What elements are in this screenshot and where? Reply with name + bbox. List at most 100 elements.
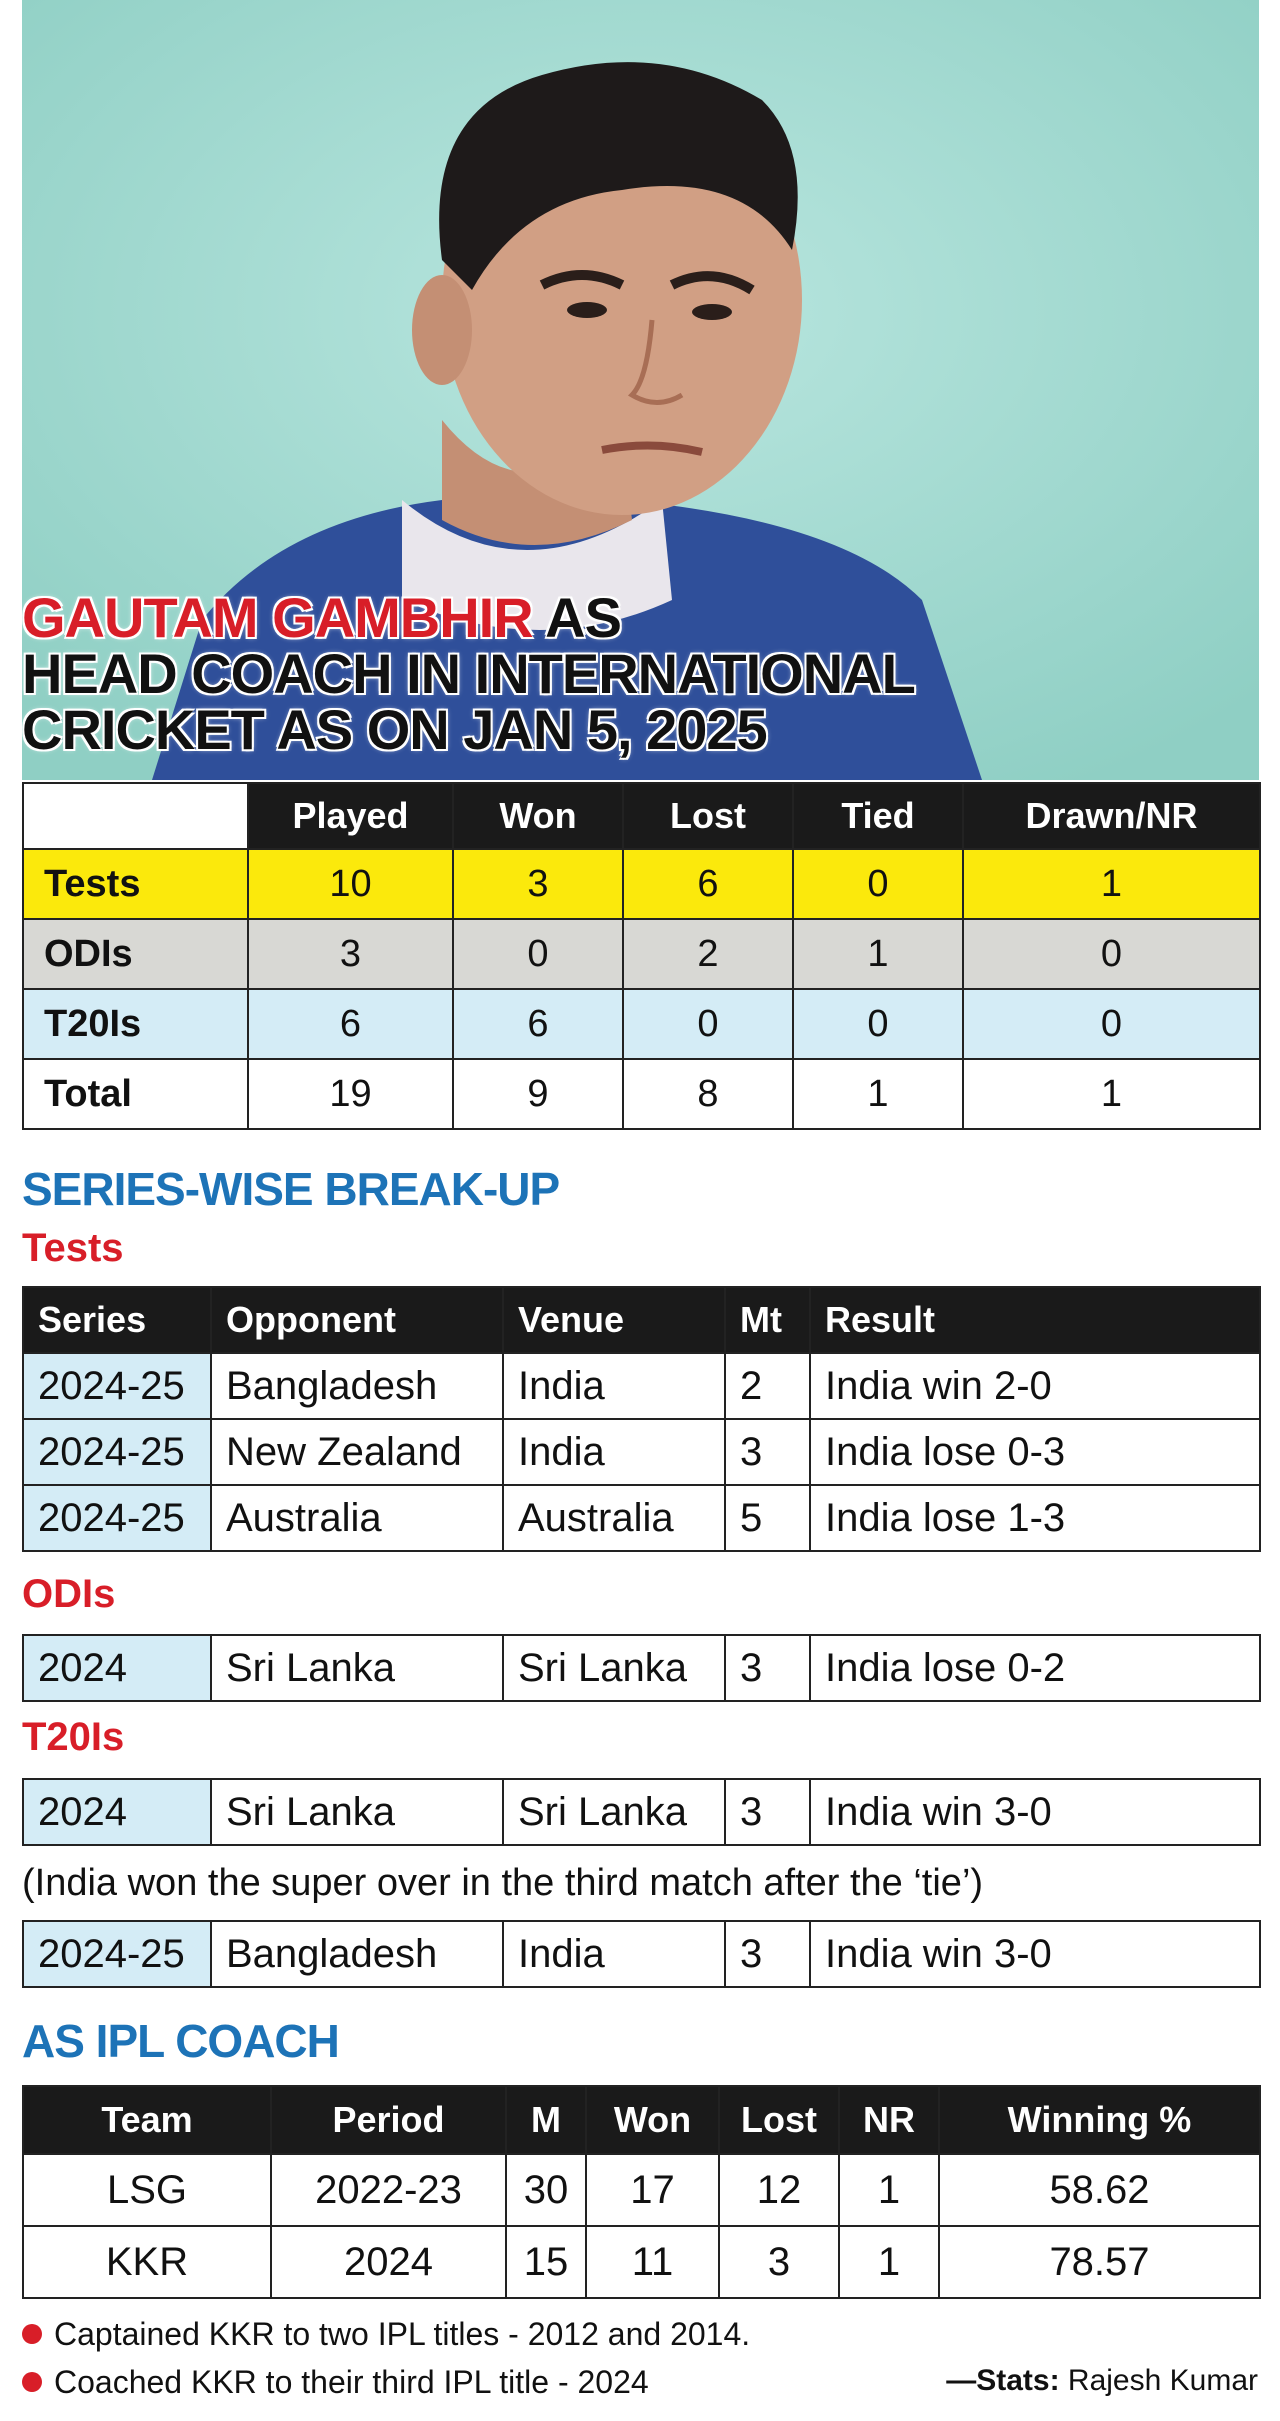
summary-row-t20is: T20Is 6 6 0 0 0 bbox=[22, 988, 1261, 1060]
summary-table: Played Won Lost Tied Drawn/NR Tests 10 3… bbox=[22, 782, 1261, 1130]
summary-row-label: Tests bbox=[22, 848, 249, 920]
ipl-cell: 1 bbox=[838, 2153, 940, 2227]
summary-cell: 0 bbox=[962, 988, 1261, 1060]
summary-header-tied: Tied bbox=[792, 782, 964, 850]
ipl-cell: 2022-23 bbox=[270, 2153, 507, 2227]
series-opponent: Bangladesh bbox=[210, 1920, 504, 1988]
series-mt: 3 bbox=[724, 1634, 811, 1702]
summary-cell: 19 bbox=[247, 1058, 454, 1130]
tests-series-table: Series Opponent Venue Mt Result 2024-25 … bbox=[22, 1286, 1261, 1552]
header-series: Series bbox=[22, 1286, 212, 1354]
header-mt: Mt bbox=[724, 1286, 811, 1354]
ipl-header-m: M bbox=[505, 2085, 587, 2155]
series-opponent: Bangladesh bbox=[210, 1352, 504, 1420]
series-venue: India bbox=[502, 1418, 726, 1486]
summary-cell: 0 bbox=[452, 918, 624, 990]
series-opponent: New Zealand bbox=[210, 1418, 504, 1486]
table-row: 2024 Sri Lanka Sri Lanka 3 India win 3-0 bbox=[22, 1778, 1261, 1846]
series-section-title: SERIES-WISE BREAK-UP bbox=[22, 1163, 560, 1215]
ipl-header-lost: Lost bbox=[718, 2085, 840, 2155]
credit-name: Rajesh Kumar bbox=[1059, 2364, 1258, 2397]
summary-header-blank bbox=[22, 782, 249, 850]
headline-name: GAUTAM GAMBHIR bbox=[22, 586, 534, 649]
series-year: 2024-25 bbox=[22, 1352, 212, 1420]
summary-cell: 9 bbox=[452, 1058, 624, 1130]
ipl-table: Team Period M Won Lost NR Winning % LSG … bbox=[22, 2085, 1261, 2299]
summary-row-odis: ODIs 3 0 2 1 0 bbox=[22, 918, 1261, 990]
footnote-text: Coached KKR to their third IPL title - 2… bbox=[54, 2364, 649, 2400]
odis-series-table: 2024 Sri Lanka Sri Lanka 3 India lose 0-… bbox=[22, 1634, 1261, 1702]
tests-subtitle: Tests bbox=[22, 1226, 124, 1270]
series-year: 2024-25 bbox=[22, 1484, 212, 1552]
table-row: KKR 2024 15 11 3 1 78.57 bbox=[22, 2225, 1261, 2299]
table-row: 2024-25 Bangladesh India 3 India win 3-0 bbox=[22, 1920, 1261, 1988]
ipl-header-row: Team Period M Won Lost NR Winning % bbox=[22, 2085, 1261, 2155]
series-opponent: Sri Lanka bbox=[210, 1778, 504, 1846]
ipl-header-won: Won bbox=[585, 2085, 720, 2155]
tests-header-row: Series Opponent Venue Mt Result bbox=[22, 1286, 1261, 1354]
t20is-series-table-2: 2024-25 Bangladesh India 3 India win 3-0 bbox=[22, 1920, 1261, 1988]
super-over-note: (India won the super over in the third m… bbox=[22, 1862, 984, 1904]
summary-cell: 3 bbox=[247, 918, 454, 990]
summary-cell: 0 bbox=[962, 918, 1261, 990]
series-venue: Australia bbox=[502, 1484, 726, 1552]
summary-cell: 6 bbox=[452, 988, 624, 1060]
series-mt: 3 bbox=[724, 1778, 811, 1846]
series-result: India lose 0-2 bbox=[809, 1634, 1261, 1702]
ipl-header-team: Team bbox=[22, 2085, 272, 2155]
hero-photo-area: GAUTAM GAMBHIR AS HEAD COACH IN INTERNAT… bbox=[22, 0, 1259, 780]
summary-row-label: ODIs bbox=[22, 918, 249, 990]
series-mt: 2 bbox=[724, 1352, 811, 1420]
series-result: India lose 0-3 bbox=[809, 1418, 1261, 1486]
summary-cell: 1 bbox=[962, 848, 1261, 920]
odis-subtitle: ODIs bbox=[22, 1572, 116, 1616]
header-venue: Venue bbox=[502, 1286, 726, 1354]
ipl-cell: 11 bbox=[585, 2225, 720, 2299]
ipl-cell: 1 bbox=[838, 2225, 940, 2299]
headline-line-1-rest: AS bbox=[532, 586, 622, 649]
summary-cell: 0 bbox=[622, 988, 794, 1060]
table-row: LSG 2022-23 30 17 12 1 58.62 bbox=[22, 2153, 1261, 2227]
summary-cell: 6 bbox=[622, 848, 794, 920]
ipl-section-title: AS IPL COACH bbox=[22, 2015, 340, 2067]
summary-row-label: Total bbox=[22, 1058, 249, 1130]
ipl-header-period: Period bbox=[270, 2085, 507, 2155]
ipl-cell: 3 bbox=[718, 2225, 840, 2299]
series-result: India win 3-0 bbox=[809, 1920, 1261, 1988]
ipl-cell: KKR bbox=[22, 2225, 272, 2299]
summary-cell: 3 bbox=[452, 848, 624, 920]
ipl-cell: 2024 bbox=[270, 2225, 507, 2299]
ipl-cell: 17 bbox=[585, 2153, 720, 2227]
summary-header-row: Played Won Lost Tied Drawn/NR bbox=[22, 782, 1261, 850]
headline-line-3: CRICKET AS ON JAN 5, 2025 bbox=[22, 698, 768, 761]
bullet-dot-icon bbox=[22, 2323, 42, 2344]
series-result: India lose 1-3 bbox=[809, 1484, 1261, 1552]
summary-row-tests: Tests 10 3 6 0 1 bbox=[22, 848, 1261, 920]
ipl-cell: 58.62 bbox=[938, 2153, 1261, 2227]
series-mt: 3 bbox=[724, 1920, 811, 1988]
bullet-dot-icon bbox=[22, 2371, 42, 2392]
credit-prefix: —Stats: bbox=[946, 2364, 1060, 2397]
table-row: 2024-25 New Zealand India 3 India lose 0… bbox=[22, 1418, 1261, 1486]
summary-cell: 1 bbox=[792, 918, 964, 990]
ipl-cell: 15 bbox=[505, 2225, 587, 2299]
footnote-item: Coached KKR to their third IPL title - 2… bbox=[22, 2358, 750, 2406]
t20is-subtitle: T20Is bbox=[22, 1715, 125, 1759]
table-row: 2024-25 Bangladesh India 2 India win 2-0 bbox=[22, 1352, 1261, 1420]
header-result: Result bbox=[809, 1286, 1261, 1354]
stats-credit: —Stats: Rajesh Kumar bbox=[946, 2364, 1258, 2398]
summary-row-total: Total 19 9 8 1 1 bbox=[22, 1058, 1261, 1130]
table-row: 2024-25 Australia Australia 5 India lose… bbox=[22, 1484, 1261, 1552]
series-venue: India bbox=[502, 1920, 726, 1988]
summary-cell: 1 bbox=[962, 1058, 1261, 1130]
footnote-item: Captained KKR to two IPL titles - 2012 a… bbox=[22, 2310, 750, 2358]
summary-cell: 6 bbox=[247, 988, 454, 1060]
series-venue: Sri Lanka bbox=[502, 1778, 726, 1846]
ipl-cell: 30 bbox=[505, 2153, 587, 2227]
summary-row-label: T20Is bbox=[22, 988, 249, 1060]
summary-cell: 8 bbox=[622, 1058, 794, 1130]
summary-cell: 2 bbox=[622, 918, 794, 990]
coach-portrait-illustration bbox=[22, 0, 1259, 780]
summary-cell: 10 bbox=[247, 848, 454, 920]
